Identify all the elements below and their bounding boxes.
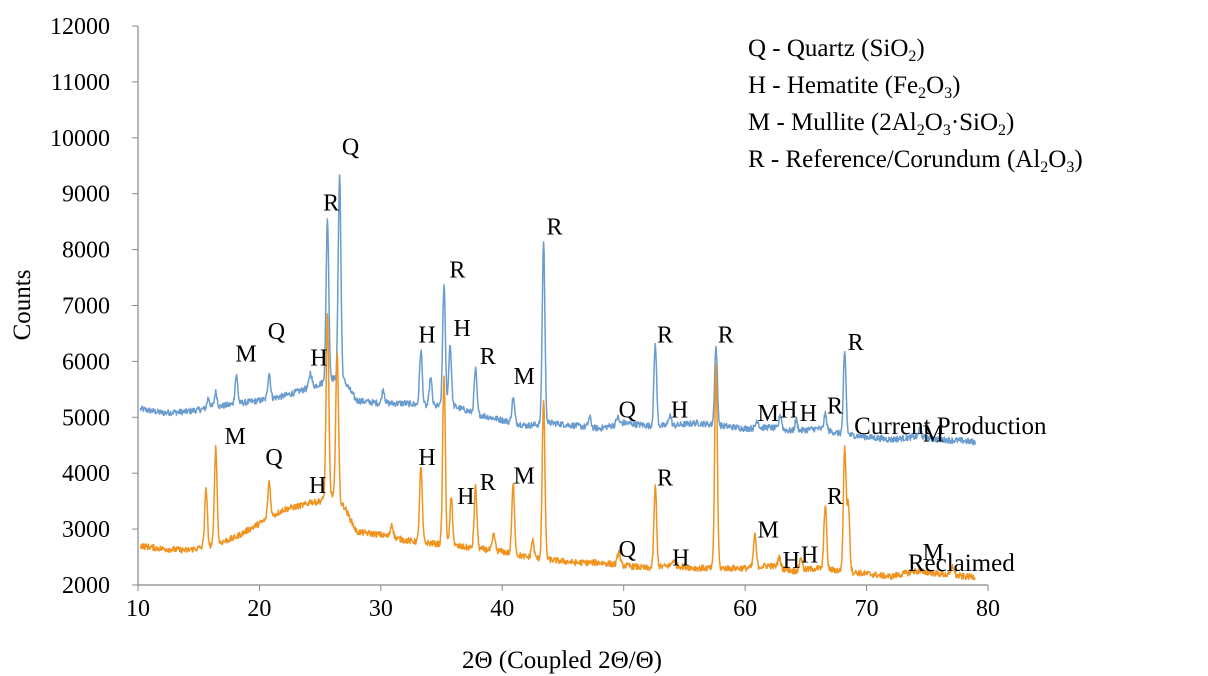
peak-label: H (454, 316, 471, 342)
peak-label: Q (619, 397, 636, 423)
peak-label: H (418, 445, 435, 471)
y-tick-label: 3000 (62, 517, 110, 543)
peak-label: M (758, 401, 779, 427)
peak-label: M (923, 540, 944, 566)
legend-entry: Q - Quartz (SiO2) (748, 30, 1188, 67)
legend-subscript: 3 (944, 85, 953, 102)
peak-label: Q (342, 135, 359, 161)
peak-label: M (923, 421, 944, 447)
legend-subscript: 2 (1040, 159, 1049, 176)
peak-label: R (718, 322, 734, 348)
peak-label: H (418, 322, 435, 348)
legend-text: ) (916, 35, 925, 62)
axes: 2000 3000 4000 5000 6000 7000 8000 9000 10000 110… (50, 14, 1000, 622)
peak-label: R (827, 484, 843, 510)
legend-entry: R - Reference/Corundum (Al2O3) (748, 141, 1188, 178)
x-tick-label: 50 (612, 596, 636, 622)
peak-label: R (848, 330, 864, 356)
peak-label: Q (268, 319, 285, 345)
legend-text: M - Mullite (2Al (748, 109, 917, 136)
legend-text: ) (952, 72, 961, 99)
legend-text: ·SiO (950, 109, 999, 136)
legend-entry: M - Mullite (2Al2O3·SiO2) (748, 104, 1188, 141)
y-tick-label: 9000 (62, 182, 110, 208)
y-tick-label: 8000 (62, 238, 110, 264)
series-label: Current Production (854, 413, 1047, 440)
peak-label: H (800, 401, 817, 427)
legend-subscript: 2 (998, 122, 1007, 139)
peak-label: H (801, 543, 818, 569)
peak-label: R (449, 258, 465, 284)
legend-text: R - Reference/Corundum (Al (748, 146, 1041, 173)
legend-subscript: 2 (918, 85, 927, 102)
series-label: Reclaimed (908, 550, 1015, 577)
x-tick-label: 40 (490, 596, 514, 622)
peak-label: H (457, 484, 474, 510)
y-tick-label: 6000 (62, 349, 110, 375)
legend-subscript: 3 (1066, 159, 1075, 176)
peak-label: Q (265, 445, 282, 471)
legend-text: O (926, 72, 945, 99)
legend-subscript: 2 (908, 48, 917, 65)
peak-label: R (546, 215, 562, 241)
peak-label: R (480, 344, 496, 370)
x-axis-title: 2Θ (Coupled 2Θ/Θ) (462, 647, 662, 674)
y-tick-label: 11000 (51, 70, 110, 96)
legend-subscript: 2 (916, 122, 925, 139)
y-tick-label: 2000 (62, 573, 110, 599)
peak-label: M (224, 424, 245, 450)
y-tick-label: 4000 (62, 461, 110, 487)
peak-label: R (480, 470, 496, 496)
y-tick-label: 10000 (50, 126, 110, 152)
x-tick-label: 20 (247, 596, 271, 622)
peak-label: R (657, 322, 673, 348)
legend-text: ) (1006, 109, 1015, 136)
series-line-current-production (139, 174, 977, 446)
peak-label: R (657, 465, 673, 491)
x-tick-label: 60 (733, 596, 757, 622)
legend-text: O (1048, 146, 1067, 173)
peak-label: Q (619, 537, 636, 563)
peak-label: M (513, 364, 534, 390)
peak-label: H (671, 397, 688, 423)
legend: Q - Quartz (SiO2) H - Hematite (Fe2O3) M -… (748, 30, 1188, 178)
x-tick-label: 80 (976, 596, 1000, 622)
legend-text: H - Hematite (Fe (748, 72, 919, 99)
peak-label: M (235, 341, 256, 367)
peak-label: H (780, 397, 797, 423)
peak-label: H (310, 345, 327, 371)
peak-label: H (672, 545, 689, 571)
legend-entry: H - Hematite (Fe2O3) (748, 67, 1188, 104)
series-line-reclaimed (139, 312, 977, 581)
legend-subscript: 3 (942, 122, 951, 139)
y-tick-label: 5000 (62, 405, 110, 431)
x-tick-label: 30 (369, 596, 393, 622)
y-tick-label: 12000 (50, 14, 110, 40)
x-tick-label: 70 (855, 596, 879, 622)
legend-text: O (924, 109, 943, 136)
peak-label: H (783, 548, 800, 574)
peak-label: M (513, 463, 534, 489)
y-axis-title: Counts (9, 270, 36, 341)
series-layer: Current Production Reclaimed (139, 174, 1047, 581)
legend-text: ) (1074, 146, 1083, 173)
legend-text: Q - Quartz (SiO (748, 35, 909, 62)
y-tick-label: 7000 (62, 294, 110, 320)
peak-label: M (758, 517, 779, 543)
x-tick-label: 10 (126, 596, 150, 622)
peak-label: H (309, 473, 326, 499)
peak-label: R (827, 393, 843, 419)
peak-label: R (323, 190, 339, 216)
